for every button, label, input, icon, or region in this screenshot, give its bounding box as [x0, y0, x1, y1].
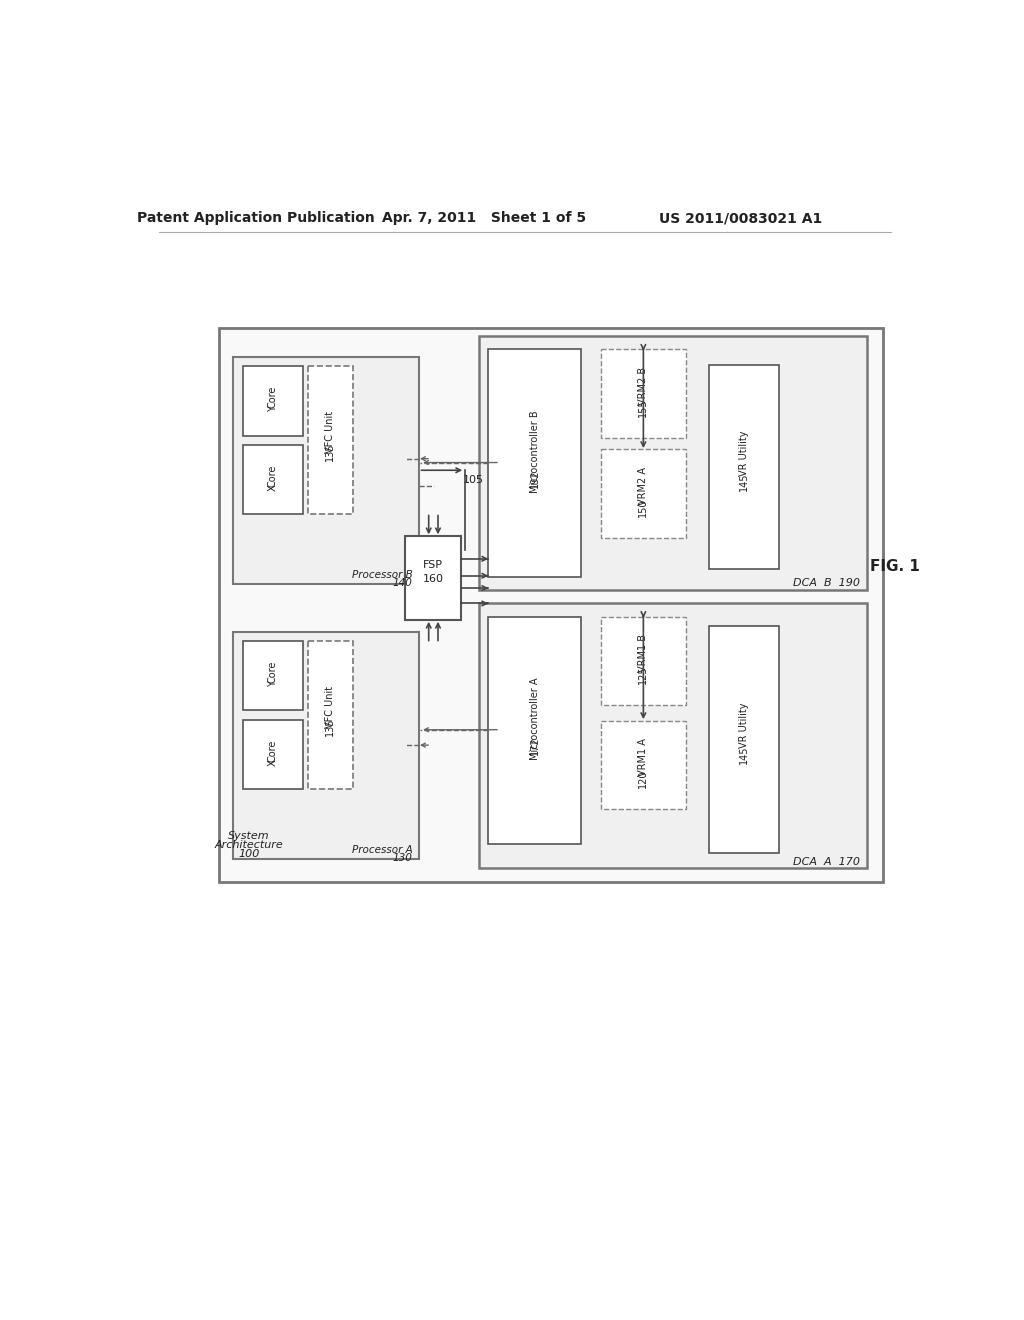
Bar	[710, 626, 779, 853]
Bar	[308, 367, 352, 515]
Text: DCA  A  170: DCA A 170	[794, 857, 860, 867]
Text: 145: 145	[739, 746, 750, 764]
Bar	[406, 536, 461, 620]
Text: VR Utility: VR Utility	[739, 702, 750, 748]
Bar	[308, 642, 352, 789]
Text: Core: Core	[268, 465, 278, 487]
Bar	[232, 358, 419, 585]
Text: Core: Core	[268, 385, 278, 408]
Text: 140: 140	[392, 578, 413, 587]
Text: System: System	[228, 832, 269, 841]
Text: DCA  B  190: DCA B 190	[794, 578, 860, 589]
Bar	[488, 350, 582, 577]
Text: VRM2 B: VRM2 B	[638, 367, 648, 405]
Text: VRM1 A: VRM1 A	[638, 738, 648, 776]
Text: X: X	[268, 484, 278, 491]
Text: Architecture: Architecture	[214, 841, 284, 850]
Text: VRM1 B: VRM1 B	[638, 634, 648, 672]
Text: Processor A: Processor A	[351, 845, 413, 855]
Text: Y: Y	[268, 681, 278, 688]
Text: 105: 105	[463, 475, 483, 486]
Text: Y: Y	[268, 407, 278, 412]
Bar	[219, 327, 883, 882]
Text: Processor B: Processor B	[351, 570, 413, 579]
Text: 160: 160	[423, 574, 443, 583]
Bar	[601, 721, 686, 809]
Text: US 2011/0083021 A1: US 2011/0083021 A1	[658, 211, 822, 226]
Text: VFC Unit: VFC Unit	[326, 685, 335, 727]
Bar	[601, 350, 686, 438]
Text: 130: 130	[392, 853, 413, 862]
Text: 172: 172	[529, 737, 540, 755]
Bar	[601, 449, 686, 539]
Text: 145: 145	[739, 473, 750, 491]
Text: FSP: FSP	[423, 560, 443, 570]
Text: 155: 155	[638, 399, 648, 417]
Text: 150: 150	[638, 499, 648, 517]
Bar	[243, 719, 303, 789]
Text: VFC Unit: VFC Unit	[326, 411, 335, 453]
Text: Core: Core	[268, 739, 278, 762]
Text: X: X	[268, 759, 278, 766]
Text: 135: 135	[326, 717, 335, 737]
Text: 100: 100	[239, 850, 260, 859]
Bar	[601, 616, 686, 705]
Text: Microcontroller A: Microcontroller A	[529, 677, 540, 760]
Bar	[488, 616, 582, 843]
Text: 125: 125	[638, 665, 648, 684]
Bar	[479, 603, 866, 869]
Bar	[243, 642, 303, 710]
Text: VR Utility: VR Utility	[739, 430, 750, 475]
Text: Apr. 7, 2011   Sheet 1 of 5: Apr. 7, 2011 Sheet 1 of 5	[382, 211, 587, 226]
Bar	[232, 632, 419, 859]
Text: 120: 120	[638, 770, 648, 788]
Text: VRM2 A: VRM2 A	[638, 467, 648, 506]
Bar	[243, 367, 303, 436]
Text: FIG. 1: FIG. 1	[870, 558, 921, 574]
Text: 192: 192	[529, 469, 540, 487]
Bar	[479, 335, 866, 590]
Text: Patent Application Publication: Patent Application Publication	[137, 211, 375, 226]
Bar	[243, 445, 303, 513]
Text: Microcontroller B: Microcontroller B	[529, 411, 540, 492]
Text: 135: 135	[326, 442, 335, 461]
Text: Core: Core	[268, 661, 278, 684]
Bar	[710, 364, 779, 569]
